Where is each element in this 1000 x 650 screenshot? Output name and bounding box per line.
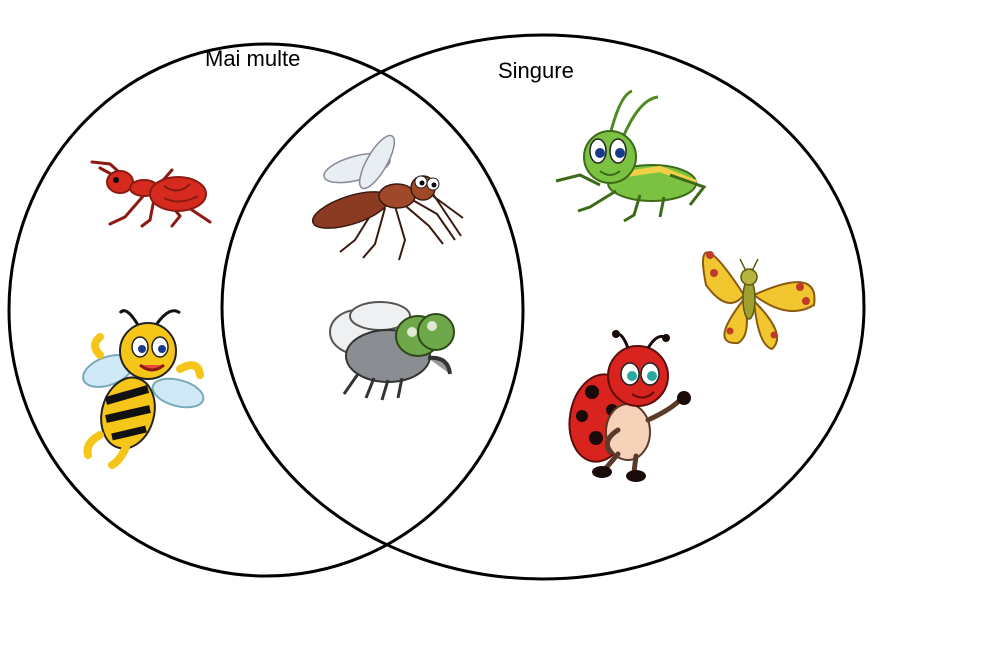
fly-icon [329, 301, 455, 401]
bee-icon [82, 309, 205, 469]
left-set-label: Mai multe [205, 46, 301, 71]
ant-icon [90, 160, 212, 228]
butterfly-icon [702, 251, 816, 351]
right-circle [220, 33, 866, 581]
left-circle [7, 42, 525, 578]
right-set-label: Singure [498, 58, 574, 83]
ladybug-icon [568, 330, 691, 482]
grasshopper-icon [555, 89, 707, 223]
mosquito-icon [311, 134, 464, 261]
